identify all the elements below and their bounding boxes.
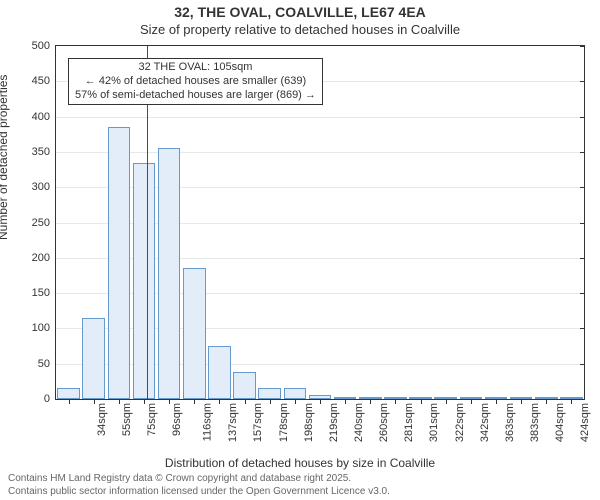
histogram-bar	[233, 372, 256, 399]
xtick-mark	[471, 399, 472, 404]
xtick-label: 260sqm	[378, 403, 390, 442]
xtick-label: 363sqm	[504, 403, 516, 442]
xtick-mark	[245, 399, 246, 404]
y-axis-label: Number of detached properties	[0, 75, 10, 240]
ytick-mark	[580, 152, 585, 153]
x-axis-label: Distribution of detached houses by size …	[0, 456, 600, 470]
ytick-mark	[580, 399, 585, 400]
xtick-mark	[69, 399, 70, 404]
histogram-bar	[284, 388, 307, 399]
histogram-plot: 05010015020025030035040045050034sqm55sqm…	[55, 45, 585, 400]
footer-line-1: Contains HM Land Registry data © Crown c…	[8, 473, 390, 486]
xtick-mark	[421, 399, 422, 404]
ytick-label: 350	[32, 146, 50, 158]
xtick-mark	[320, 399, 321, 404]
ytick-label: 250	[32, 217, 50, 229]
xtick-label: 34sqm	[96, 403, 108, 436]
ytick-mark	[580, 81, 585, 82]
xtick-mark	[270, 399, 271, 404]
xtick-mark	[94, 399, 95, 404]
ytick-label: 500	[32, 40, 50, 52]
footer-attribution: Contains HM Land Registry data © Crown c…	[8, 473, 390, 498]
ytick-mark	[580, 328, 585, 329]
xtick-label: 301sqm	[429, 403, 441, 442]
ytick-mark	[580, 46, 585, 47]
histogram-bar	[258, 388, 281, 399]
ytick-label: 0	[44, 393, 50, 405]
xtick-label: 240sqm	[353, 403, 365, 442]
xtick-mark	[295, 399, 296, 404]
xtick-label: 281sqm	[403, 403, 415, 442]
xtick-mark	[496, 399, 497, 404]
ytick-label: 50	[38, 358, 50, 370]
page-title: 32, THE OVAL, COALVILLE, LE67 4EA	[0, 4, 600, 20]
ytick-mark	[580, 293, 585, 294]
xtick-mark	[370, 399, 371, 404]
ytick-label: 200	[32, 252, 50, 264]
xtick-label: 342sqm	[479, 403, 491, 442]
xtick-label: 96sqm	[171, 403, 183, 436]
xtick-label: 55sqm	[121, 403, 133, 436]
ytick-label: 300	[32, 181, 50, 193]
xtick-label: 424sqm	[579, 403, 591, 442]
histogram-bar	[108, 127, 131, 399]
ytick-label: 100	[32, 322, 50, 334]
page-subtitle: Size of property relative to detached ho…	[0, 22, 600, 37]
ytick-mark	[580, 364, 585, 365]
xtick-mark	[345, 399, 346, 404]
xtick-label: 219sqm	[328, 403, 340, 442]
ytick-label: 450	[32, 75, 50, 87]
xtick-label: 116sqm	[201, 403, 213, 441]
xtick-mark	[546, 399, 547, 404]
xtick-label: 157sqm	[253, 403, 265, 442]
footer-line-2: Contains public sector information licen…	[8, 486, 390, 499]
xtick-label: 178sqm	[278, 403, 290, 442]
histogram-bar	[183, 268, 206, 399]
xtick-mark	[194, 399, 195, 404]
xtick-mark	[446, 399, 447, 404]
histogram-bar	[158, 148, 181, 399]
ytick-label: 400	[32, 111, 50, 123]
histogram-bar	[82, 318, 105, 399]
annotation-line-2: ← 42% of detached houses are smaller (63…	[75, 75, 316, 89]
annotation-box: 32 THE OVAL: 105sqm← 42% of detached hou…	[68, 58, 323, 105]
xtick-label: 198sqm	[303, 403, 315, 442]
ytick-mark	[580, 223, 585, 224]
xtick-label: 404sqm	[554, 403, 566, 442]
annotation-line-1: 32 THE OVAL: 105sqm	[75, 61, 316, 75]
xtick-mark	[395, 399, 396, 404]
gridline	[56, 152, 584, 153]
ytick-mark	[580, 187, 585, 188]
xtick-label: 322sqm	[454, 403, 466, 442]
xtick-mark	[571, 399, 572, 404]
xtick-mark	[144, 399, 145, 404]
ytick-mark	[580, 258, 585, 259]
histogram-bar	[57, 388, 80, 399]
histogram-bar	[133, 163, 156, 400]
xtick-label: 75sqm	[146, 403, 158, 436]
xtick-label: 137sqm	[227, 403, 239, 442]
xtick-label: 383sqm	[529, 403, 541, 442]
ytick-mark	[580, 117, 585, 118]
xtick-mark	[119, 399, 120, 404]
histogram-bar	[208, 346, 231, 399]
xtick-mark	[219, 399, 220, 404]
gridline	[56, 117, 584, 118]
xtick-mark	[169, 399, 170, 404]
ytick-label: 150	[32, 287, 50, 299]
annotation-line-3: 57% of semi-detached houses are larger (…	[75, 89, 316, 103]
xtick-mark	[521, 399, 522, 404]
